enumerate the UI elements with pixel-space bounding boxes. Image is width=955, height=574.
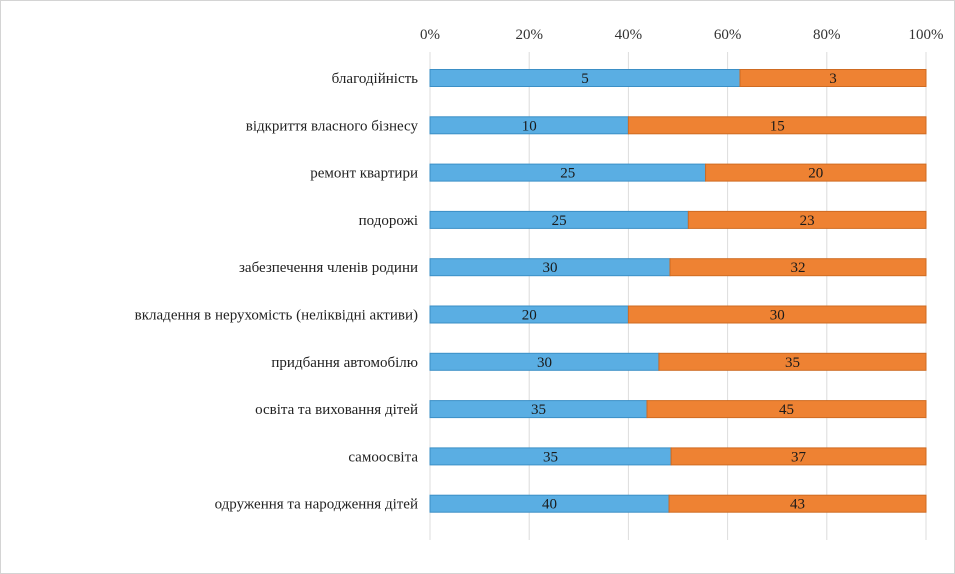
bar-segment [627, 116, 927, 135]
bar-segment [668, 494, 927, 513]
bar-segment [739, 69, 927, 87]
data-label: 30 [770, 308, 785, 324]
category-label: самоосвіта [348, 449, 418, 465]
category-label: відкриття власного бізнесу [246, 118, 419, 134]
data-label: 40 [542, 497, 557, 513]
data-label: 37 [791, 449, 807, 465]
x-tick-label: 80% [813, 27, 841, 43]
category-label: подорожі [359, 213, 418, 229]
bar-segment [670, 447, 927, 466]
data-label: 32 [791, 260, 806, 276]
data-label: 20 [808, 166, 823, 182]
x-tick-label: 20% [515, 27, 543, 43]
data-label: 45 [779, 402, 794, 418]
category-label: вкладення в нерухомість (неліквідні акти… [135, 308, 418, 324]
bar-segment [646, 400, 927, 419]
data-label: 30 [537, 355, 552, 371]
data-label: 5 [581, 71, 589, 87]
category-label: ремонт квартири [310, 166, 418, 182]
data-label: 43 [790, 497, 805, 513]
x-tick-label: 40% [615, 27, 643, 43]
bar-segment [627, 305, 927, 324]
data-label: 35 [785, 355, 800, 371]
data-label: 25 [552, 213, 567, 229]
data-label: 23 [800, 213, 815, 229]
category-label: забезпечення членів родини [239, 260, 418, 276]
data-label: 3 [829, 71, 837, 87]
data-label: 15 [770, 118, 785, 134]
data-label: 20 [522, 308, 537, 324]
bar-segment [658, 352, 927, 371]
data-label: 30 [543, 260, 558, 276]
category-label: придбання автомобілю [271, 355, 418, 371]
x-tick-label: 60% [714, 27, 742, 43]
data-label: 35 [543, 449, 558, 465]
bar-segment [687, 210, 927, 229]
bar-segment [705, 163, 927, 182]
category-label: освіта та виховання дітей [255, 402, 418, 418]
data-label: 35 [531, 402, 546, 418]
category-label: одруження та народження дітей [215, 497, 418, 513]
category-label: благодійність [332, 71, 418, 87]
data-label: 10 [522, 118, 537, 134]
x-tick-label: 100% [909, 27, 944, 43]
data-label: 25 [560, 166, 575, 182]
x-tick-label: 0% [420, 27, 440, 43]
bar-segment [669, 258, 927, 277]
